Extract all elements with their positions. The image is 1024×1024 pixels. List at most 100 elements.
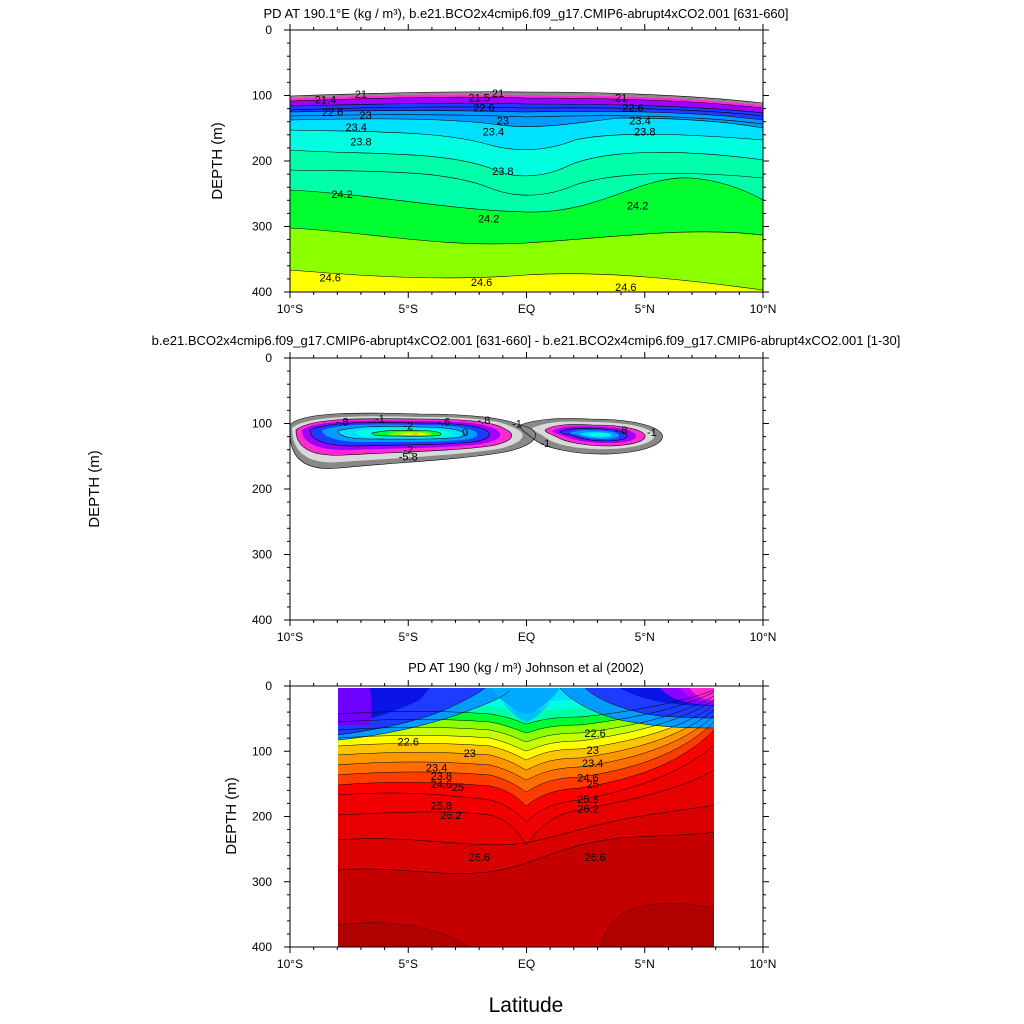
contour-label: 24.6 [431,779,452,791]
contour-label: 24.6 [319,273,340,285]
panel-2-frame [289,357,764,621]
y-tick-label: 100 [252,417,272,431]
y-tick-label: 200 [252,154,272,168]
contour-label: -5.8 [399,451,418,463]
x-tick-label: 5°N [635,630,655,644]
y-tick-label: 300 [252,875,272,889]
x-tick-label: 5°N [635,957,655,971]
y-tick-label: 400 [252,940,272,954]
contour-label: 23 [587,745,599,757]
x-tick-label: 5°S [399,302,418,316]
contour-label: 23 [464,748,476,760]
contour-label: 25.8 [431,800,452,812]
contour-label: 23.8 [431,771,452,783]
contour-label: 24.2 [331,189,352,201]
contour-label: -.6 [437,417,450,429]
x-tick-label: 5°S [399,630,418,644]
y-tick-label: 300 [252,548,272,562]
contour-label: 25 [452,782,464,794]
contour-label: 25 [587,779,599,791]
contour-label: -.8 [615,425,628,437]
p1-band-yellow [290,270,763,292]
contour-label: 21 [615,92,627,104]
x-tick-label: 10°N [750,957,777,971]
contour-label: -.8 [336,417,349,429]
x-tick-label: 5°N [635,302,655,316]
y-tick-label: 200 [252,482,272,496]
panel-2: b.e21.BCO2x4cmip6.f09_g17.CMIP6-abrupt4x… [152,333,901,644]
contour-label: 25.8 [577,794,598,806]
contour-label: 24.6 [577,772,598,784]
y-tick-label: 100 [252,89,272,103]
p1-band-lightgreen [290,228,763,291]
panel-1-fill [290,91,763,292]
x-tick-label: EQ [518,302,535,316]
x-tick-label: EQ [518,957,535,971]
contour-label: 24.6 [471,277,492,289]
contour-label: 21.5 [468,92,489,104]
contour-label: 24.2 [478,214,499,226]
x-tick-label: 10°S [277,302,303,316]
panel-1: PD AT 190.1°E (kg / m³), b.e21.BCO2x4cmi… [252,6,789,316]
contour-label: 26.2 [440,810,461,822]
contour-label: -1 [512,419,522,431]
contour-label: 21.4 [315,94,336,106]
contour-label: 23.8 [350,136,371,148]
p1-band-aqua [290,150,763,213]
y-tick-label: 200 [252,810,272,824]
p1-band-cyan2 [290,118,763,150]
panel-3-ylabel: DEPTH (m) [223,777,240,855]
contour-label: -.8 [478,415,491,427]
contour-label: 23.4 [582,758,603,770]
contour-label: -1 [647,427,657,439]
contour-label: 22.6 [584,728,605,740]
p1-band-purple [290,97,763,113]
contour-label: 21 [492,88,504,100]
panel-2-title: b.e21.BCO2x4cmip6.f09_g17.CMIP6-abrupt4x… [152,333,901,348]
contour-label: 0 [462,427,468,439]
contour-label: 22.6 [398,736,419,748]
x-axis-label: Latitude [489,994,564,1017]
panel-2-fill [290,412,663,469]
panel-3-title: PD AT 190 (kg / m³) Johnson et al (2002) [408,660,644,675]
contour-label: 23.8 [634,127,655,139]
contour-label: -1 [375,413,385,425]
contour-label: 22.6 [622,102,643,114]
x-tick-label: EQ [518,630,535,644]
panel-3-axes: 10°S 5°S EQ 5°N 10°N 0 100 200 300 400 [252,679,776,971]
p1-contour-lines [290,91,763,291]
contour-label: 24.6 [615,282,636,294]
panel-1-ylabel: DEPTH (m) [209,122,226,200]
y-tick-label: 0 [265,23,272,37]
contour-label: 23.4 [346,122,367,134]
p2-labels: -.8 -1-2 -.6 -.8 -10-2-5.8-1-.8 -1 [336,413,657,463]
contour-label: 26.6 [584,852,605,864]
contour-label: 26.6 [468,852,489,864]
x-tick-label: 10°N [750,630,777,644]
y-tick-label: 0 [265,679,272,693]
p2-contour-lines [290,412,663,469]
contour-label: 23.4 [629,115,650,127]
contour-label: 23.4 [483,127,504,139]
y-tick-label: 400 [252,285,272,299]
panel-1-axes: 10°S 5°S EQ 5°N 10°N 0 100 200 300 400 [252,23,776,316]
x-tick-label: 5°S [399,957,418,971]
contour-label: 21 [355,89,367,101]
y-tick-label: 400 [252,613,272,627]
contour-label: 26.2 [577,804,598,816]
p1-band-grey [290,91,763,105]
contour-label: -2 [403,445,413,457]
contour-label: 22.6 [473,102,494,114]
x-tick-label: 10°S [277,957,303,971]
panel-1-title: PD AT 190.1°E (kg / m³), b.e21.BCO2x4cmi… [264,6,789,21]
contour-label: -2 [403,420,413,432]
contour-label: 24.2 [627,201,648,213]
panel-2-axes: 10°S 5°S EQ 5°N 10°N 0 100 200 300 400 [252,351,776,644]
contour-label: 23.8 [492,166,513,178]
x-tick-label: 10°N [750,302,777,316]
contour-label: 23 [497,115,509,127]
y-tick-label: 300 [252,220,272,234]
